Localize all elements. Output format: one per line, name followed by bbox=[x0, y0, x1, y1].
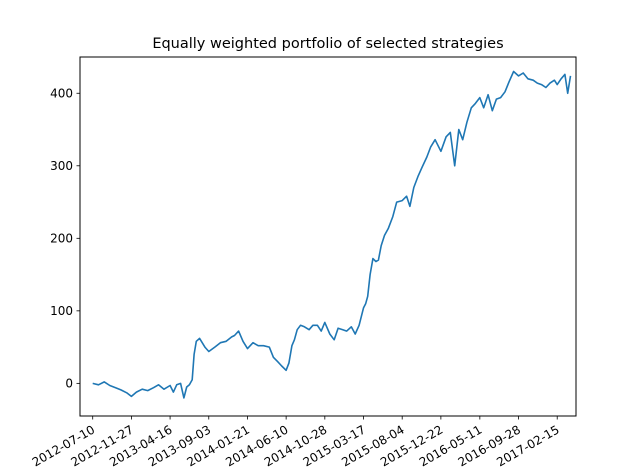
x-axis: 2012-07-102012-11-272013-04-162013-09-03… bbox=[30, 416, 562, 468]
series-line bbox=[92, 70, 572, 399]
plot-frame bbox=[79, 56, 577, 417]
chart-title: Equally weighted portfolio of selected s… bbox=[152, 36, 503, 52]
y-tick-label: 0 bbox=[65, 376, 73, 390]
y-axis: 0 100 200 300 400 bbox=[50, 86, 80, 390]
y-tick-label: 100 bbox=[50, 304, 73, 318]
series-layer bbox=[92, 70, 572, 399]
y-tick-label: 400 bbox=[50, 86, 73, 100]
y-tick-label: 300 bbox=[50, 159, 73, 173]
y-tick-label: 200 bbox=[50, 231, 73, 245]
